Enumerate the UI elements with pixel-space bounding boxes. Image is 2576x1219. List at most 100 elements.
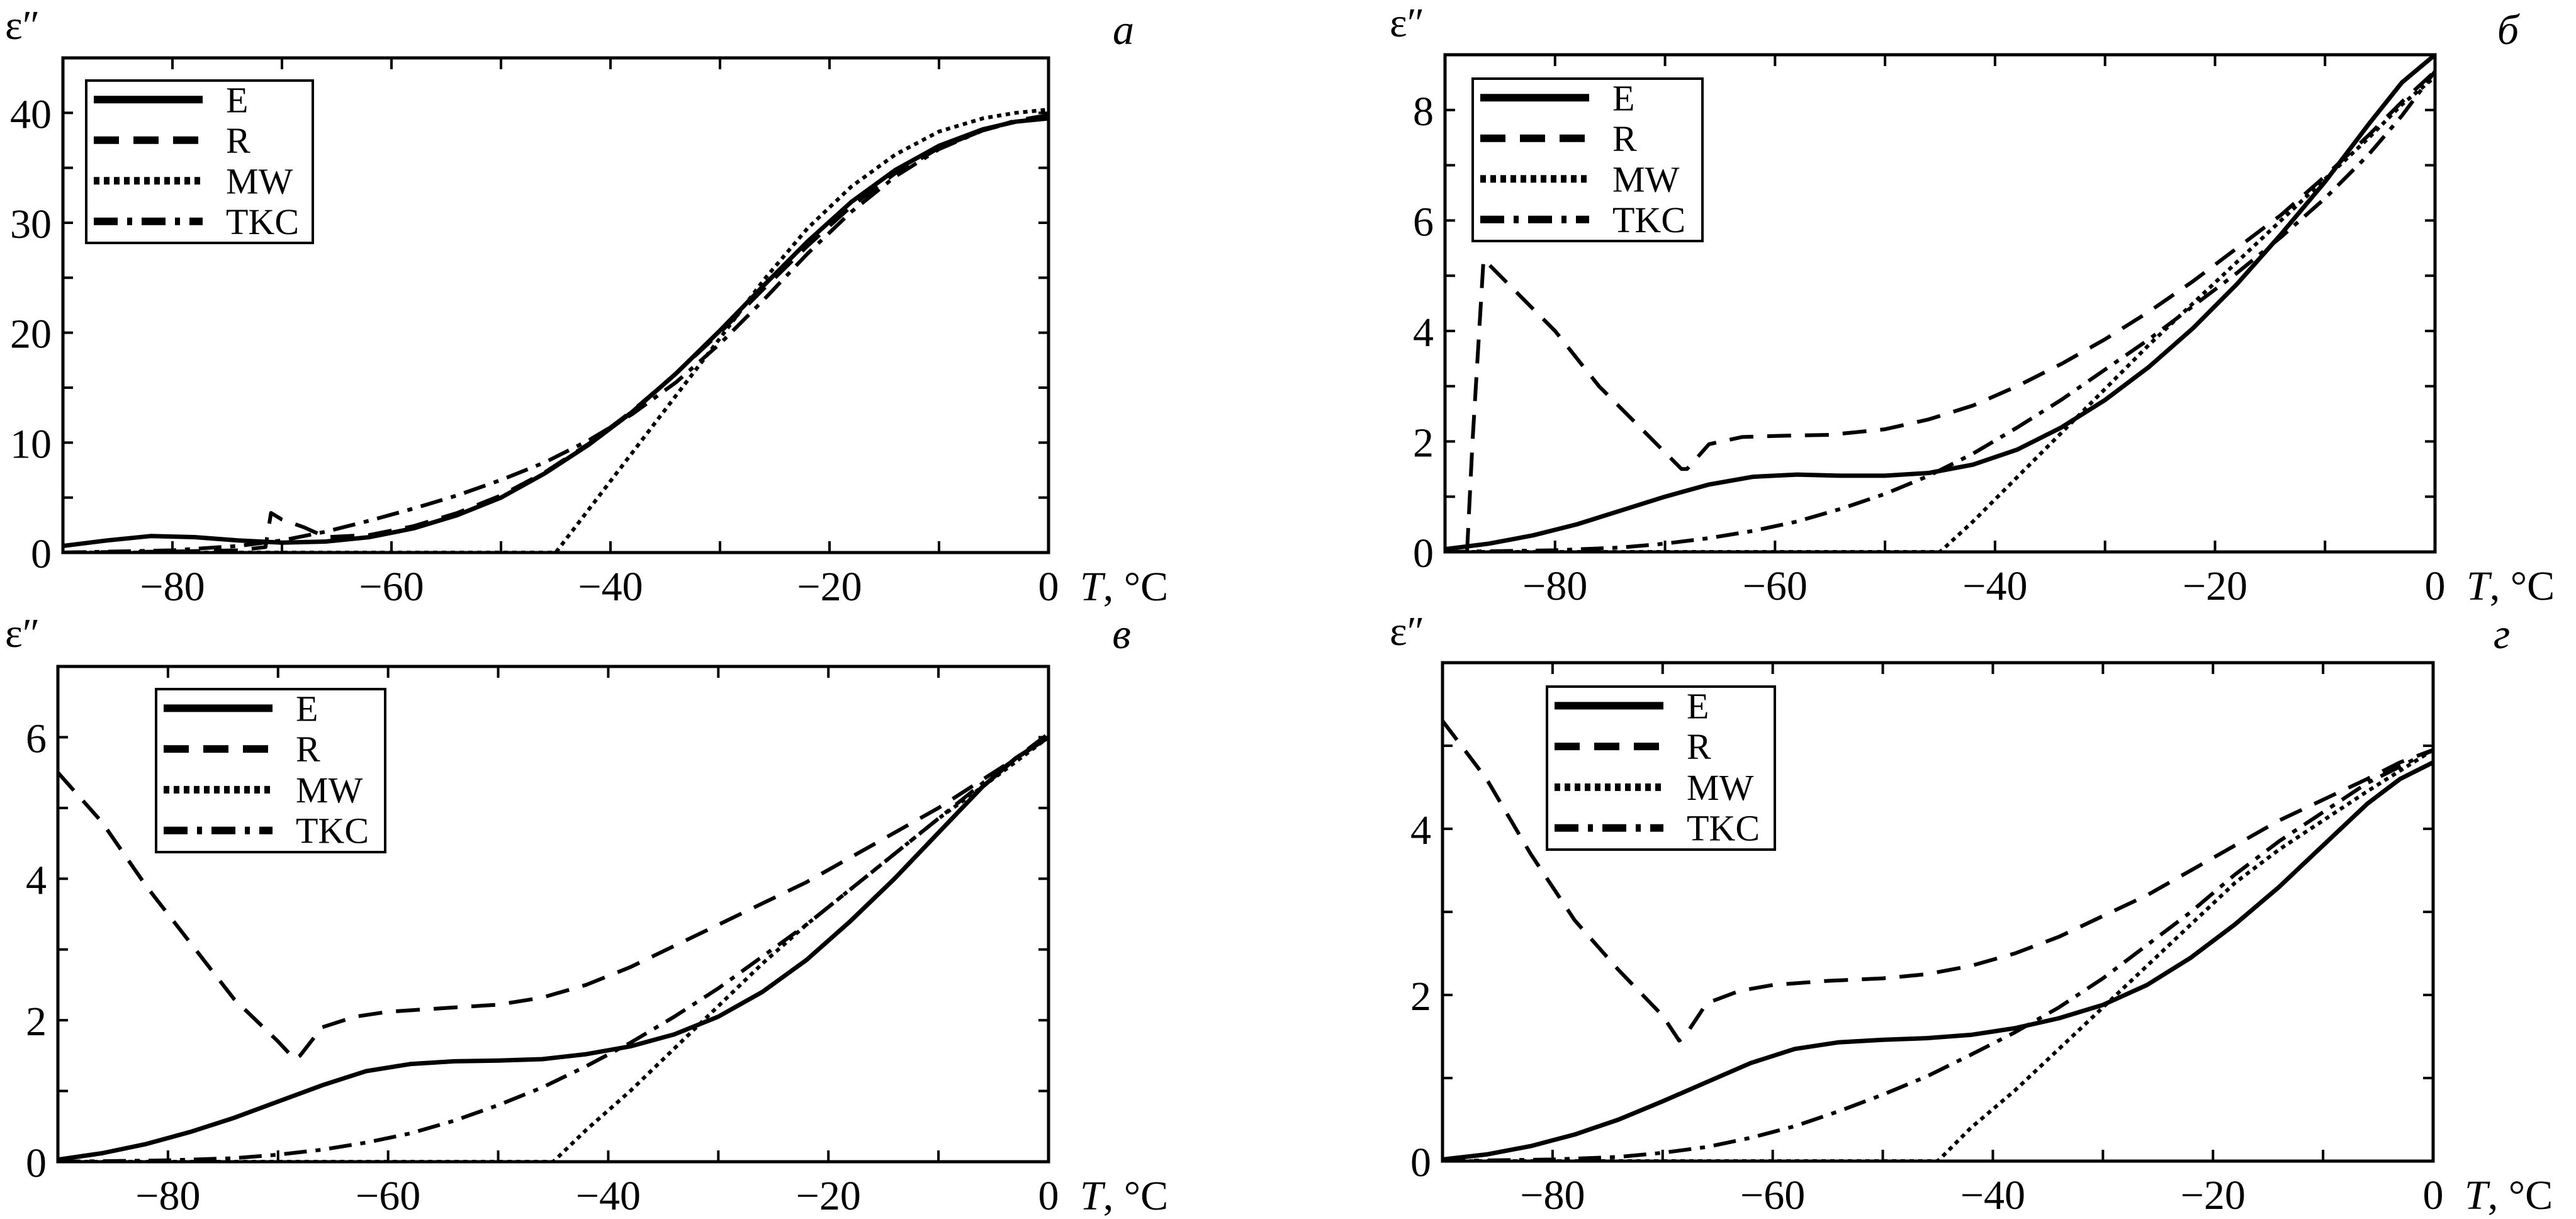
y-tick-label: 6 <box>1413 199 1434 245</box>
x-axis-unit: , °C <box>1103 1173 1168 1219</box>
y-tick-label: 2 <box>1410 974 1431 1020</box>
legend-item-e: E <box>1480 77 1634 118</box>
x-tick-label: −40 <box>1962 563 2027 609</box>
x-tick-label: −80 <box>1520 1172 1585 1218</box>
y-axis-label: ε″ <box>5 610 40 656</box>
panel-letter: б <box>2497 6 2521 53</box>
legend-item-e: E <box>94 79 248 120</box>
curves <box>58 732 1049 1162</box>
x-axis-variable: T <box>2466 563 2492 609</box>
y-tick-label: 0 <box>26 1140 47 1186</box>
x-tick-label: −80 <box>1522 563 1587 609</box>
x-tick-label: 0 <box>1038 1173 1059 1219</box>
curves <box>1443 719 2433 1161</box>
x-tick-label: −60 <box>1740 1172 1805 1218</box>
legend-item-mw: MW <box>94 160 293 201</box>
y-tick-label: 0 <box>1413 531 1434 576</box>
y-tick-label: 30 <box>10 201 52 247</box>
y-tick-label: 0 <box>31 531 52 577</box>
series-line-tkc <box>1443 748 2433 1161</box>
x-axis-unit: , °C <box>2488 1172 2553 1218</box>
legend-label: MW <box>226 160 293 201</box>
panel-letter: г <box>2494 610 2511 658</box>
x-tick-label: 0 <box>2425 563 2446 609</box>
y-tick-label: 4 <box>26 857 47 903</box>
y-axis-label: ε″ <box>1390 609 1424 654</box>
x-axis-label: T, °C <box>1080 1173 1168 1219</box>
legend-label: R <box>226 120 250 161</box>
x-tick-label: −20 <box>796 1173 861 1219</box>
x-tick-label: −80 <box>140 564 205 610</box>
legend-item-r: R <box>1555 726 1711 767</box>
series-line-r <box>1443 719 2433 1043</box>
x-axis-variable: T <box>1080 564 1106 610</box>
series-line-e <box>1443 760 2433 1161</box>
x-tick-label: −80 <box>135 1173 200 1219</box>
y-tick-label: 4 <box>1413 310 1434 356</box>
legend-item-tkc: TKC <box>94 201 299 242</box>
x-tick-label: −60 <box>359 564 424 610</box>
legend-item-r: R <box>164 729 320 770</box>
legend-item-mw: MW <box>1480 159 1680 199</box>
legend-label: E <box>226 79 248 120</box>
panel-letter: а <box>1113 6 1134 53</box>
legend-item-tkc: TKC <box>1555 808 1760 849</box>
legend-label: R <box>1687 726 1711 767</box>
x-axis-label: T, °C <box>2466 563 2555 609</box>
legend-label: TKC <box>1612 199 1685 240</box>
legend-label: R <box>296 729 320 770</box>
legend-label: E <box>1612 77 1634 118</box>
legend-item-e: E <box>1555 685 1709 726</box>
x-tick-label: −20 <box>2183 563 2247 609</box>
x-axis-unit: , °C <box>1103 564 1168 610</box>
legend-item-tkc: TKC <box>1480 199 1685 240</box>
legend-label: TKC <box>226 201 299 242</box>
legend-label: MW <box>1612 159 1680 199</box>
legend-item-mw: MW <box>164 770 363 811</box>
y-tick-label: 4 <box>1410 807 1431 853</box>
series-line-r <box>58 735 1049 1061</box>
legend-item-r: R <box>94 120 250 161</box>
legend-box <box>155 688 386 853</box>
y-tick-label: 40 <box>10 91 52 137</box>
series-line-r <box>63 113 1049 553</box>
legend-label: MW <box>296 770 363 811</box>
panel-letter: в <box>1112 610 1131 658</box>
legend-box <box>85 79 314 244</box>
legend-box <box>1471 77 1704 242</box>
y-tick-label: 2 <box>1413 420 1434 466</box>
series-line-e <box>58 735 1049 1162</box>
y-tick-label: 8 <box>1413 89 1434 135</box>
legend-label: TKC <box>296 811 369 851</box>
legend-label: E <box>296 688 318 729</box>
legend-item-tkc: TKC <box>164 811 369 851</box>
x-tick-label: −20 <box>797 564 862 610</box>
series-line-mw <box>1443 748 2433 1161</box>
y-tick-label: 10 <box>10 421 52 467</box>
x-axis-unit: , °C <box>2490 563 2555 609</box>
legend-item-mw: MW <box>1555 767 1754 808</box>
curves <box>1445 53 2435 552</box>
series-line-tkc <box>1445 70 2435 552</box>
plot-frame <box>1441 661 2435 1163</box>
legend-label: E <box>1687 685 1709 726</box>
x-axis-label: T, °C <box>2465 1172 2553 1218</box>
x-tick-label: −40 <box>578 564 643 610</box>
x-tick-label: 0 <box>2423 1172 2444 1218</box>
y-tick-label: 6 <box>26 716 47 761</box>
x-tick-label: −20 <box>2181 1172 2246 1218</box>
legend-item-r: R <box>1480 118 1637 159</box>
x-axis-label: T, °C <box>1080 564 1168 610</box>
plot-frame <box>56 665 1050 1164</box>
legend-box <box>1546 685 1776 851</box>
legend-label: MW <box>1687 767 1754 808</box>
x-tick-label: −60 <box>1743 563 1808 609</box>
series-line-e <box>1445 53 2435 552</box>
